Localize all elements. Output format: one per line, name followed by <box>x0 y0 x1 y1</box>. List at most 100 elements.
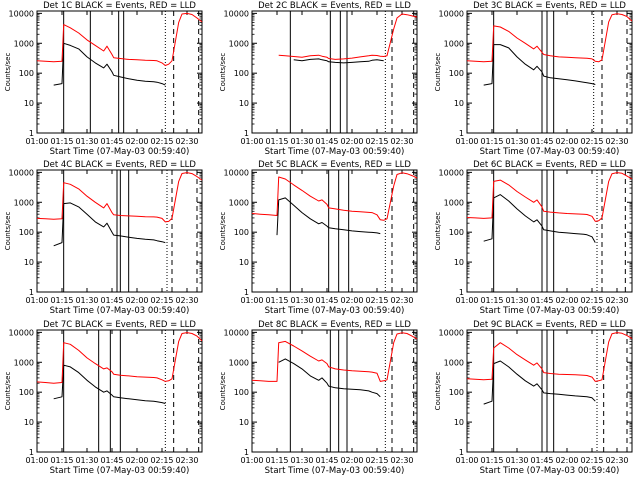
lld-series-line <box>278 13 418 60</box>
x-tick-label: 02:30 <box>605 137 628 146</box>
x-tick-label: 01:00 <box>455 137 478 146</box>
events-series-line <box>483 194 596 243</box>
x-tick-label: 02:30 <box>175 296 198 305</box>
x-axis-title: Start Time (07-May-03 00:59:40) <box>265 147 405 157</box>
x-tick-label: 01:15 <box>265 296 288 305</box>
panel-title: Det 9C BLACK = Events, RED = LLD <box>473 320 626 330</box>
y-axis-title: Counts/sec <box>434 53 442 92</box>
x-tick-label: 01:30 <box>290 137 313 146</box>
y-tick-label: 1 <box>459 448 464 457</box>
chart-panel-7: 01:00 01:15 01:30 01:45 02:00 02:15 02:30 1 10 10… <box>4 320 203 476</box>
x-tick-label: 01:30 <box>75 296 98 305</box>
x-tick-label: 02:00 <box>340 137 363 146</box>
lld-series-line <box>466 172 633 222</box>
x-tick-label: 02:30 <box>605 456 628 465</box>
x-tick-label: 01:15 <box>50 456 73 465</box>
plot-frame <box>251 329 418 453</box>
x-tick-label: 02:15 <box>365 456 388 465</box>
events-series-line <box>276 197 381 236</box>
x-tick-label: 02:00 <box>125 296 148 305</box>
y-axis-title: Counts/sec <box>434 212 442 251</box>
plot-frame <box>466 329 633 453</box>
y-tick-label: 10000 <box>224 168 249 177</box>
y-tick-label: 10 <box>239 99 249 108</box>
x-tick-label: 02:30 <box>390 456 413 465</box>
x-tick-label: 01:45 <box>530 137 553 146</box>
y-tick-label: 100 <box>19 228 34 237</box>
y-tick-label: 100 <box>234 228 249 237</box>
x-axis-title: Start Time (07-May-03 00:59:40) <box>265 306 405 316</box>
x-tick-label: 01:30 <box>505 137 528 146</box>
y-tick-label: 1000 <box>14 39 34 48</box>
x-tick-label: 01:00 <box>25 137 48 146</box>
plot-frame <box>36 329 203 453</box>
x-tick-label: 02:30 <box>605 296 628 305</box>
y-tick-label: 1 <box>244 129 249 138</box>
x-tick-label: 01:00 <box>455 296 478 305</box>
y-tick-label: 1000 <box>229 39 249 48</box>
x-tick-label: 02:00 <box>555 296 578 305</box>
panel-title: Det 8C BLACK = Events, RED = LLD <box>258 320 411 330</box>
x-tick-label: 01:30 <box>75 137 98 146</box>
x-axis-title: Start Time (07-May-03 00:59:40) <box>265 466 405 476</box>
y-tick-label: 10 <box>454 258 464 267</box>
x-tick-label: 01:45 <box>530 296 553 305</box>
x-tick-label: 02:15 <box>150 296 173 305</box>
events-series-line <box>53 202 166 247</box>
x-tick-label: 02:30 <box>390 137 413 146</box>
y-tick-label: 1000 <box>14 198 34 207</box>
y-tick-label: 10 <box>24 99 34 108</box>
x-tick-label: 02:00 <box>125 137 148 146</box>
plot-frame <box>466 10 633 134</box>
x-tick-label: 02:00 <box>340 456 363 465</box>
plot-frame <box>251 10 418 134</box>
y-axis-title: Counts/sec <box>219 372 227 411</box>
y-tick-label: 1000 <box>229 358 249 367</box>
x-tick-label: 01:15 <box>265 456 288 465</box>
chart-panel-9: 01:00 01:15 01:30 01:45 02:00 02:15 02:30 1 10 10… <box>434 320 633 476</box>
y-axis-title: Counts/sec <box>4 53 12 92</box>
plot-frame <box>251 169 418 293</box>
x-tick-label: 02:15 <box>150 137 173 146</box>
lld-series-line <box>36 172 203 223</box>
x-tick-label: 01:45 <box>315 296 338 305</box>
x-tick-label: 01:45 <box>530 456 553 465</box>
x-tick-label: 01:15 <box>480 296 503 305</box>
chart-panel-1: 01:00 01:15 01:30 01:45 02:00 02:15 02:30 1 10 10… <box>4 1 203 157</box>
lld-series-line <box>251 332 418 382</box>
panel-title: Det 7C BLACK = Events, RED = LLD <box>43 320 196 330</box>
x-tick-label: 02:30 <box>390 296 413 305</box>
y-tick-label: 1000 <box>229 198 249 207</box>
lld-series-line <box>466 332 633 382</box>
x-tick-label: 01:00 <box>455 456 478 465</box>
x-tick-label: 02:00 <box>340 296 363 305</box>
y-tick-label: 10000 <box>439 328 464 337</box>
y-tick-label: 10 <box>239 418 249 427</box>
x-tick-label: 01:15 <box>265 137 288 146</box>
x-tick-label: 01:45 <box>100 137 123 146</box>
x-tick-label: 01:30 <box>75 456 98 465</box>
y-tick-label: 10 <box>24 258 34 267</box>
lld-series-line <box>251 172 418 221</box>
y-tick-label: 10000 <box>439 9 464 18</box>
chart-panel-8: 01:00 01:15 01:30 01:45 02:00 02:15 02:30 1 10 10… <box>219 320 418 476</box>
x-axis-title: Start Time (07-May-03 00:59:40) <box>480 466 620 476</box>
x-tick-label: 01:00 <box>25 456 48 465</box>
events-series-line <box>483 360 596 405</box>
y-axis-title: Counts/sec <box>434 372 442 411</box>
y-tick-label: 10 <box>454 99 464 108</box>
y-tick-label: 1000 <box>444 358 464 367</box>
y-tick-label: 100 <box>234 69 249 78</box>
panel-title: Det 2C BLACK = Events, RED = LLD <box>258 1 411 11</box>
y-tick-label: 100 <box>19 69 34 78</box>
lld-series-line <box>36 332 203 384</box>
x-tick-label: 01:15 <box>480 456 503 465</box>
chart-panel-4: 01:00 01:15 01:30 01:45 02:00 02:15 02:30 1 10 10… <box>4 160 203 316</box>
x-tick-label: 01:00 <box>240 137 263 146</box>
y-tick-label: 1 <box>29 288 34 297</box>
lld-series-line <box>466 13 633 63</box>
events-series-line <box>293 58 384 64</box>
y-tick-label: 10000 <box>9 328 34 337</box>
x-tick-label: 02:00 <box>125 456 148 465</box>
x-tick-label: 02:15 <box>150 456 173 465</box>
